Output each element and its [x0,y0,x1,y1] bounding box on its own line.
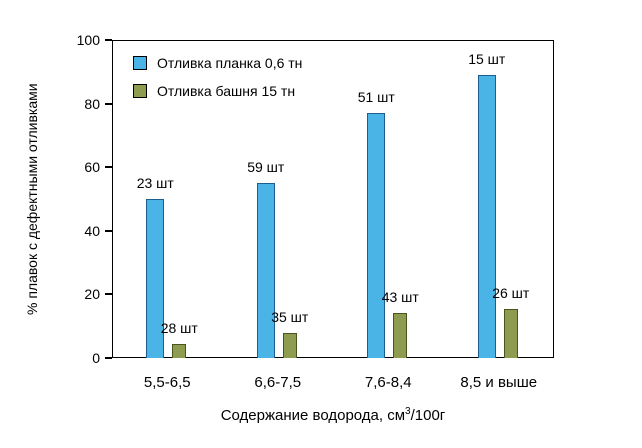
legend: Отливка планка 0,6 тн Отливка башня 15 т… [133,55,302,99]
y-tick-label: 0 [92,350,100,366]
x-axis-title-superscript: 3 [405,406,411,417]
legend-swatch-blue [133,56,147,70]
bar-series-1-cat-4 [477,74,496,358]
x-axis-title: Содержание водорода, см3/100г [112,406,554,424]
x-category-label: 6,6-7,5 [254,374,302,391]
bar-series-2-cat-1 [172,343,187,358]
bar-value-label: 23 шт [136,175,174,191]
legend-item-series-1: Отливка планка 0,6 тн [133,55,302,71]
bar-value-label: 59 шт [247,159,285,176]
y-tick-mark [105,39,112,41]
bar-value-label: 26 шт [492,284,530,301]
legend-label-series-1: Отливка планка 0,6 тн [157,55,303,71]
x-category-label: 8,5 и выше [460,374,538,391]
y-tick-label: 40 [84,222,100,239]
y-axis-title: % плавок с дефектными отливками [24,83,40,315]
legend-swatch-green [133,84,147,98]
y-tick-label: 100 [76,32,100,48]
x-category-label: 5,5-6,5 [143,374,191,391]
y-tick-mark [105,293,112,296]
y-tick-mark [105,229,112,232]
bar-series-2-cat-3 [393,313,408,358]
bar-series-1-cat-3 [367,113,386,358]
x-axis-title-prefix: Содержание водорода, см [220,407,406,424]
bar-series-1-cat-2 [256,183,275,358]
y-tick-mark [105,166,112,169]
legend-label-series-2: Отливка башня 15 тн [157,83,296,99]
y-tick-label: 20 [84,286,100,303]
bar-value-label: 15 шт [468,50,506,67]
bar-series-2-cat-4 [503,308,518,358]
y-tick-label: 60 [84,159,100,176]
bar-value-label: 28 шт [160,319,198,336]
bar-series-1-cat-1 [146,199,165,358]
bar-value-label: 51 шт [357,89,395,106]
legend-item-series-2: Отливка башня 15 тн [133,83,302,99]
y-tick-label: 80 [84,95,100,112]
x-category-label: 7,6-8,4 [364,374,412,391]
x-axis-title-suffix: /100г [410,407,446,424]
bar-series-2-cat-2 [282,332,297,358]
bar-value-label: 43 шт [381,289,419,306]
y-tick-mark [105,102,112,105]
y-tick-mark [105,357,112,359]
bar-value-label: 35 шт [271,308,309,325]
